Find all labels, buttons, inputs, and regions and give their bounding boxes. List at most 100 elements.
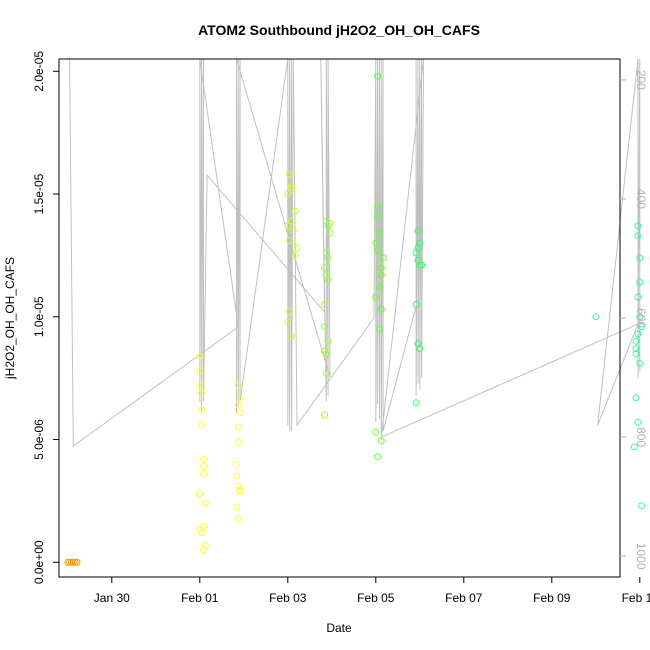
x-tick-label: Feb 03 — [269, 591, 307, 605]
data-point — [291, 207, 299, 215]
data-point — [236, 409, 244, 416]
data-point — [632, 345, 640, 353]
data-point — [293, 244, 301, 252]
data-point — [324, 276, 332, 284]
data-point — [233, 503, 240, 511]
data-point — [234, 514, 242, 522]
data-point — [200, 470, 207, 478]
data-point — [374, 202, 382, 210]
data-point — [324, 337, 332, 345]
data-point — [374, 72, 382, 80]
data-point — [200, 463, 207, 470]
data-point — [200, 546, 207, 554]
data-point — [376, 283, 383, 291]
data-point — [289, 227, 297, 235]
data-point — [416, 239, 424, 247]
data-point — [414, 227, 422, 235]
x-tick-label: Feb 09 — [533, 591, 571, 605]
data-point — [321, 264, 328, 272]
data-point — [412, 301, 420, 308]
data-point — [236, 487, 244, 495]
data-point — [198, 529, 206, 537]
data-point — [630, 443, 638, 451]
data-point — [286, 170, 294, 178]
data-point — [284, 318, 292, 326]
x-tick-label: Feb 07 — [445, 591, 483, 605]
data-point — [377, 437, 385, 445]
data-point — [196, 367, 204, 375]
data-point — [284, 190, 292, 198]
data-point — [234, 401, 242, 409]
data-point — [196, 382, 204, 389]
data-point — [200, 455, 207, 463]
data-point — [636, 278, 644, 286]
y-axis: 0.0e+00 5.0e-06 1.0e-05 1.5e-05 2.0e-05 — [32, 51, 59, 584]
data-point — [196, 525, 204, 533]
data-point — [634, 222, 642, 230]
chart-title: ATOM2 Southbound jH2O2_OH_OH_CAFS — [198, 22, 480, 38]
y2-tick-label: 400 — [634, 189, 648, 209]
y2-tick-label: 800 — [634, 427, 648, 447]
y-tick-label: 2.0e-05 — [32, 51, 46, 92]
data-point — [321, 323, 328, 331]
data-point — [634, 232, 642, 240]
y2-tick-label: 1000 — [634, 543, 648, 570]
x-tick-label: Feb 01 — [181, 591, 219, 605]
data-point — [234, 482, 242, 490]
data-point — [638, 502, 646, 510]
data-point — [324, 222, 332, 230]
data-point — [592, 313, 600, 321]
data-point — [634, 293, 642, 301]
y-tick-label: 1.5e-05 — [32, 173, 46, 214]
data-point — [414, 256, 422, 264]
data-point — [374, 453, 382, 461]
data-point — [284, 222, 292, 230]
data-point — [634, 418, 642, 426]
data-point — [374, 212, 382, 220]
data-point — [321, 301, 328, 308]
data-point — [288, 185, 295, 193]
data-point — [234, 438, 242, 446]
data-point — [324, 254, 332, 262]
data-point — [321, 411, 328, 419]
y-tick-label: 5.0e-06 — [32, 419, 46, 460]
data-point — [201, 541, 209, 549]
data-point — [372, 239, 380, 247]
data-point — [233, 472, 240, 480]
data-point — [322, 271, 330, 279]
y-tick-label: 0.0e+00 — [32, 540, 46, 584]
data-point — [416, 345, 424, 353]
x-tick-label: Feb 05 — [357, 591, 395, 605]
data-point — [236, 394, 244, 402]
data-point — [200, 523, 207, 531]
data-point — [198, 389, 206, 397]
data-point — [379, 254, 387, 262]
data-point — [198, 421, 206, 429]
data-point — [636, 313, 644, 321]
data-point — [288, 183, 295, 191]
data-point — [377, 264, 385, 272]
x-tick-label: Feb 11 — [622, 591, 650, 605]
y2-axis: 200 400 600 800 1000 — [620, 70, 648, 570]
data-point — [418, 261, 426, 269]
data-point — [71, 558, 79, 566]
y-axis-label: jH2O2_OH_OH_CAFS — [3, 257, 17, 380]
data-point — [634, 330, 642, 338]
data-point — [377, 305, 385, 313]
data-point — [322, 350, 330, 358]
data-point — [412, 249, 420, 257]
data-point — [374, 247, 382, 254]
data-point — [322, 369, 330, 377]
data-point — [632, 394, 640, 402]
data-point — [412, 399, 420, 407]
data-point — [638, 323, 646, 331]
data-point — [414, 340, 422, 348]
data-point — [288, 332, 295, 340]
x-axis-label: Date — [326, 621, 352, 635]
data-point — [234, 423, 242, 431]
data-point — [234, 382, 242, 389]
data-point — [376, 229, 383, 237]
data-point — [196, 490, 204, 497]
y2-tick-label: 200 — [634, 70, 648, 90]
